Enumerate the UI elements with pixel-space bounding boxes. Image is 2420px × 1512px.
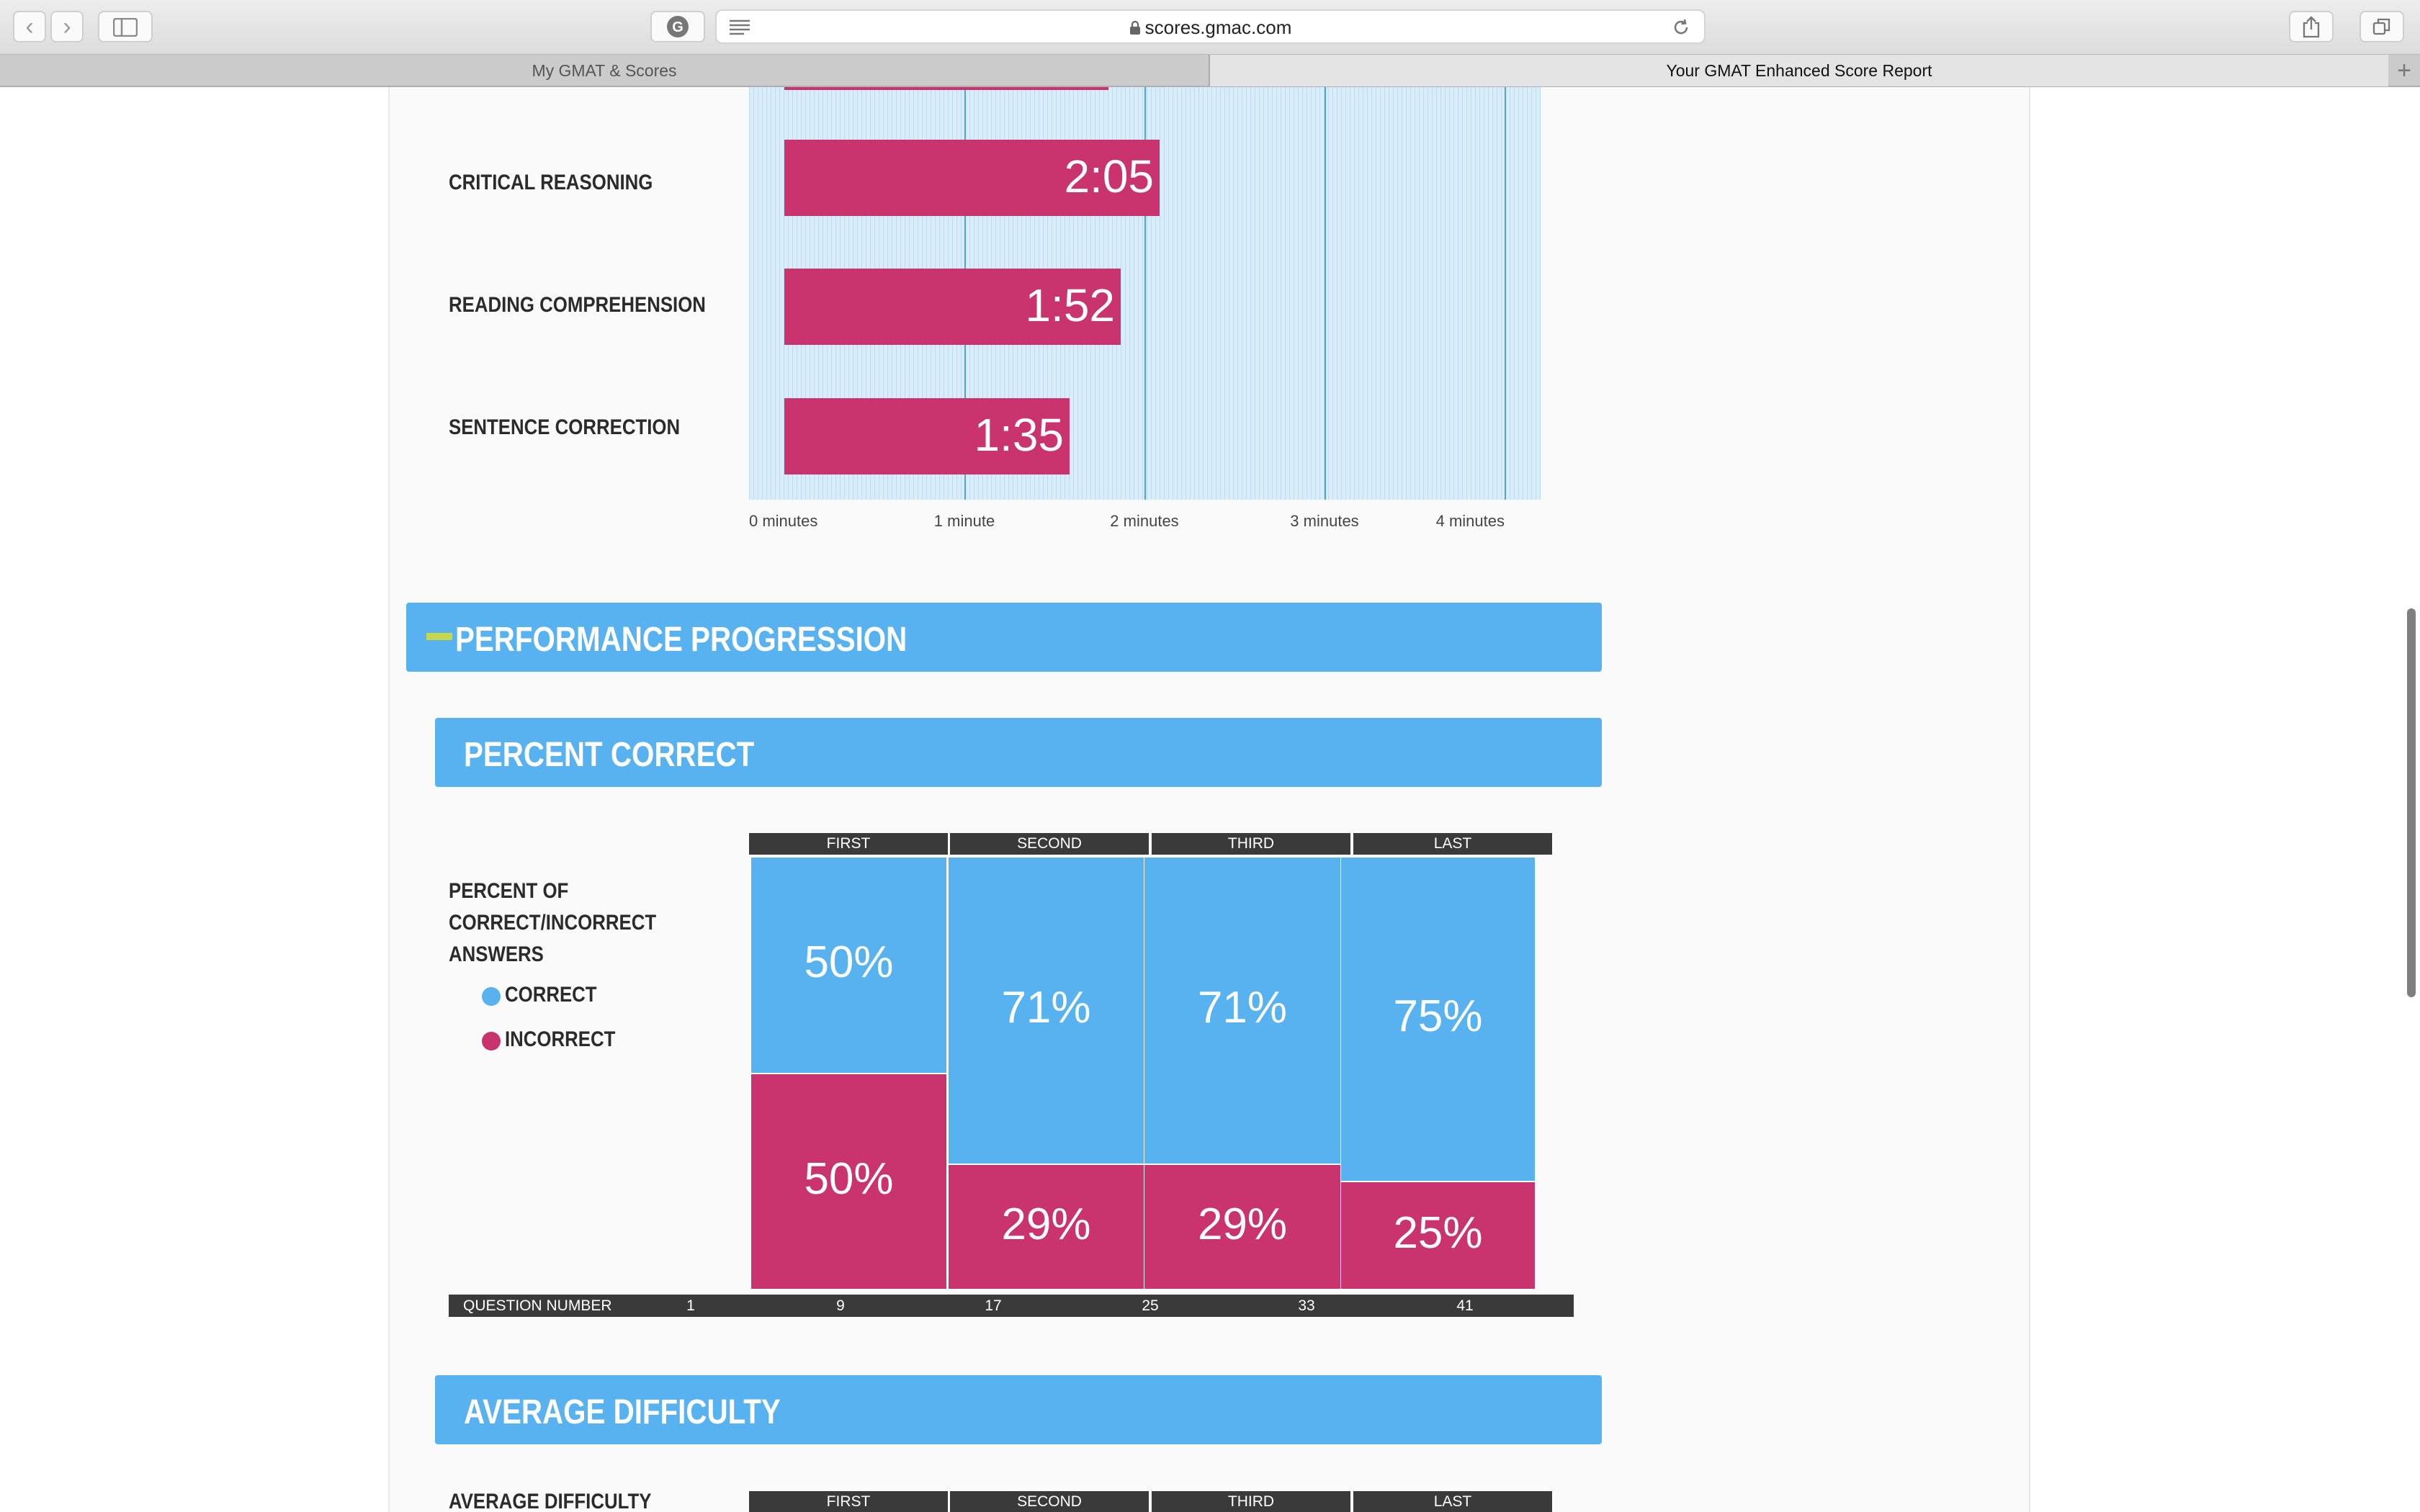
percent-chart-label: PERCENT OF CORRECT/INCORRECT ANSWERS [449,876,656,971]
legend-label-incorrect: INCORRECT [505,1027,616,1051]
incorrect-segment: 50% [750,1073,947,1290]
tab-label: My GMAT & Scores [532,61,677,80]
lock-icon [1129,20,1140,35]
difficulty-column-header: THIRD [1152,1491,1350,1512]
grammarly-icon: G [667,16,689,37]
chevron-right-icon: › [63,13,71,40]
percent-correct-header: PERCENT CORRECT [435,718,1602,787]
timing-axis-tick: 3 minutes [1290,512,1359,530]
timing-axis-tick: 0 minutes [749,512,818,530]
correct-percent-label: 75% [1393,991,1483,1042]
average-difficulty-label: AVERAGE DIFFICULTY [449,1490,652,1512]
performance-progression-title: PERFORMANCE PROGRESSION [455,621,908,659]
collapse-toggle-icon[interactable] [426,633,452,640]
correct-percent-label: 50% [804,937,894,988]
percent-chart-label-line: CORRECT/INCORRECT [449,911,657,935]
incorrect-percent-label: 50% [804,1153,894,1204]
tab-enhanced-score-report[interactable]: Your GMAT Enhanced Score Report [1209,55,2388,86]
correct-segment: 50% [750,857,947,1074]
sidebar-icon [112,17,138,37]
percent-chart-label-line: ANSWERS [449,942,544,966]
browser-toolbar: ‹ › G scores.gmac.com [0,0,2420,54]
new-tab-button[interactable]: + [2388,55,2420,86]
legend-label-correct: CORRECT [505,983,597,1007]
tab-bar: My GMAT & Scores Your GMAT Enhanced Scor… [0,54,2420,87]
timing-bar-value: 1:35 [974,409,1064,461]
timing-bar: 2:05 [784,140,1160,216]
time-per-question-chart: 2:05 1:52 1:35 0 minutes 1 minute 2 minutes 3… [749,87,1541,541]
timing-axis-tick: 4 minutes [1435,512,1505,530]
page-scrollbar[interactable] [2407,608,2416,997]
timing-gridline [1144,87,1146,500]
incorrect-percent-label: 29% [1001,1199,1091,1249]
average-difficulty-title: AVERAGE DIFFICULTY [464,1393,781,1431]
correct-segment: 71% [948,857,1144,1164]
timing-bar: 1:35 [784,398,1070,474]
chevron-left-icon: ‹ [25,13,34,40]
timing-label-sentence-correction: SENTENCE CORRECTION [449,415,681,439]
show-tabs-button[interactable] [2360,11,2404,42]
correct-segment: 71% [1144,857,1341,1164]
column-header: THIRD [1152,833,1350,855]
timing-bar-value: 1:52 [1025,279,1115,331]
timing-bar: 1:52 [784,269,1121,345]
incorrect-segment: 29% [948,1164,1144,1290]
correct-percent-label: 71% [1001,983,1091,1033]
correct-percent-label: 71% [1197,983,1288,1033]
forward-button[interactable]: › [50,11,84,42]
timing-label-critical-reasoning: CRITICAL REASONING [449,171,653,194]
timing-gridline [1505,87,1506,500]
incorrect-segment: 25% [1340,1181,1536,1290]
percent-chart-label-line: PERCENT OF [449,879,569,903]
tabs-overview-icon [2372,18,2390,35]
report-content: 2:05 1:52 1:35 0 minutes 1 minute 2 minutes 3… [388,87,2030,1512]
share-button[interactable] [2289,11,2334,42]
legend-dot-correct [482,987,501,1006]
correct-segment: 75% [1340,857,1536,1182]
timing-label-reading-comprehension: READING COMPREHENSION [449,293,706,317]
timing-axis-tick: 2 minutes [1110,512,1179,530]
question-tick: 17 [985,1297,1002,1314]
reader-mode-icon [730,19,750,35]
reload-icon[interactable] [1671,17,1691,37]
url-display: scores.gmac.com [717,17,1704,39]
back-button[interactable]: ‹ [13,11,46,42]
timing-bar-partial [784,87,1108,90]
address-bar[interactable]: scores.gmac.com [715,9,1706,44]
percent-correct-title: PERCENT CORRECT [464,736,755,774]
column-header: SECOND [950,833,1149,855]
svg-text:G: G [672,19,684,35]
legend-dot-incorrect [482,1032,501,1050]
timing-axis-tick: 1 minute [933,512,995,530]
tab-label: Your GMAT Enhanced Score Report [1666,61,1932,80]
incorrect-percent-label: 25% [1393,1207,1483,1258]
page-viewport: 2:05 1:52 1:35 0 minutes 1 minute 2 minutes 3… [0,87,2420,1512]
timing-bar-value: 2:05 [1064,150,1154,202]
question-tick: 25 [1142,1297,1159,1314]
difficulty-column-header: FIRST [749,1491,948,1512]
question-tick: 33 [1298,1297,1315,1314]
average-difficulty-header: AVERAGE DIFFICULTY [435,1375,1602,1444]
tab-my-gmat-scores[interactable]: My GMAT & Scores [0,55,1209,86]
question-tick: 1 [686,1297,695,1314]
question-tick: 41 [1456,1297,1474,1314]
incorrect-percent-label: 29% [1197,1199,1288,1249]
question-number-axis: QUESTION NUMBER 1 9 17 25 33 41 [449,1295,1574,1317]
share-icon [2303,16,2320,38]
performance-progression-header[interactable]: PERFORMANCE PROGRESSION [406,603,1602,672]
question-tick: 9 [836,1297,845,1314]
sidebar-toggle-button[interactable] [98,11,153,42]
incorrect-segment: 29% [1144,1164,1341,1290]
url-text: scores.gmac.com [1144,17,1292,38]
column-header: LAST [1353,833,1552,855]
column-header: FIRST [749,833,948,855]
difficulty-column-header: LAST [1353,1491,1552,1512]
grammarly-extension-button[interactable]: G [650,11,705,42]
plus-icon: + [2397,57,2411,84]
timing-gridline [1325,87,1326,500]
difficulty-column-header: SECOND [950,1491,1149,1512]
question-number-axis-label: QUESTION NUMBER [463,1297,612,1314]
